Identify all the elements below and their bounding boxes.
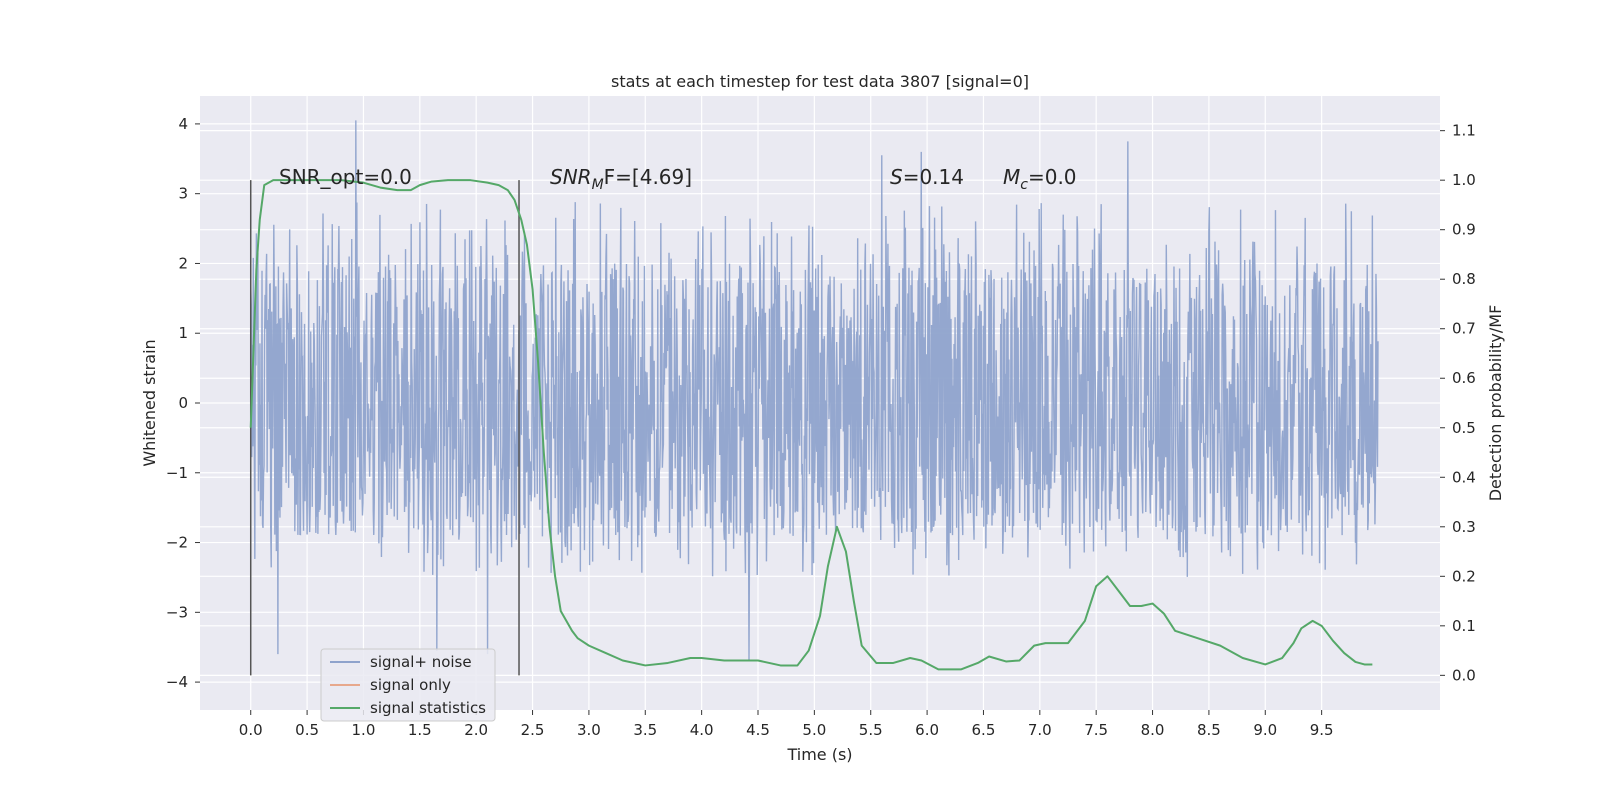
annotation-snr-mf-sub: M <box>592 177 604 193</box>
y2-tick-label: 0.5 <box>1452 419 1476 437</box>
y-tick-label: 1 <box>178 324 188 342</box>
y2-tick-label: 0.7 <box>1452 320 1476 338</box>
y-tick-label: 2 <box>178 254 188 272</box>
x-tick-label: 0.0 <box>239 721 263 739</box>
y-tick-label: −1 <box>166 464 188 482</box>
annotation-snr-mf: SNRMF=[4.69] <box>550 165 692 193</box>
y2-tick-label: 0.8 <box>1452 270 1476 288</box>
annotation-snr-opt: SNR_opt=0.0 <box>279 165 412 189</box>
legend-box <box>320 648 496 722</box>
x-tick-label: 7.0 <box>1028 721 1052 739</box>
legend-label-signal-only: signal only <box>370 676 451 694</box>
annotation-mc-rest: =0.0 <box>1028 165 1077 189</box>
x-tick-label: 7.5 <box>1084 721 1108 739</box>
x-tick-label: 1.0 <box>352 721 376 739</box>
legend-label-signal-statistics: signal statistics <box>370 699 486 717</box>
y-tick-label: 4 <box>178 115 188 133</box>
series-signal-noise <box>250 120 1379 662</box>
annotation-s: S=0.14 <box>890 165 964 189</box>
y-tick-label: −2 <box>166 534 188 552</box>
y-tick-label: 3 <box>178 185 188 203</box>
legend: signal+ noise signal only signal statist… <box>320 648 496 722</box>
y-tick-label: −4 <box>166 673 188 691</box>
annotation-mc-base: M <box>1003 165 1020 189</box>
y2-tick-label: 0.4 <box>1452 468 1476 486</box>
x-tick-label: 8.5 <box>1197 721 1221 739</box>
y2-tick-label: 1.0 <box>1452 171 1476 189</box>
y2-tick-label: 0.2 <box>1452 567 1476 585</box>
y2-tick-label: 0.3 <box>1452 518 1476 536</box>
x-tick-label: 2.0 <box>464 721 488 739</box>
y-axis-label: Whitened strain <box>140 339 159 466</box>
y2-tick-label: 0.0 <box>1452 666 1476 684</box>
x-tick-label: 4.0 <box>690 721 714 739</box>
y2-tick-label: 0.6 <box>1452 369 1476 387</box>
annotation-s-base: S <box>890 165 903 189</box>
annotation-snr-mf-base: SNR <box>550 165 592 189</box>
y2-tick-label: 1.1 <box>1452 122 1476 140</box>
y-tick-label: 0 <box>178 394 188 412</box>
chart-title: stats at each timestep for test data 380… <box>611 72 1029 91</box>
x-tick-label: 3.0 <box>577 721 601 739</box>
x-tick-label: 2.5 <box>521 721 545 739</box>
x-tick-label: 9.5 <box>1310 721 1334 739</box>
x-tick-label: 1.5 <box>408 721 432 739</box>
axis-ticks: 0.0 0.5 1.0 1.5 2.0 2.5 3.0 3.5 4.0 4.5 5.0 5.5 6.0 6… <box>166 115 1476 739</box>
series-signal-statistics <box>249 179 1373 671</box>
x-tick-label: 4.5 <box>746 721 770 739</box>
annotation-mc-sub: c <box>1020 177 1028 193</box>
y2-tick-label: 0.9 <box>1452 221 1476 239</box>
signal-noise-line <box>250 120 1379 662</box>
x-axis-label: Time (s) <box>786 745 852 764</box>
x-tick-label: 9.0 <box>1253 721 1277 739</box>
x-tick-label: 5.5 <box>859 721 883 739</box>
y-tick-label: −3 <box>166 603 188 621</box>
y2-tick-label: 0.1 <box>1452 617 1476 635</box>
signal-statistics-line <box>249 179 1373 671</box>
x-tick-label: 5.0 <box>802 721 826 739</box>
x-tick-label: 8.0 <box>1141 721 1165 739</box>
y2-axis-label: Detection probability/MF <box>1486 305 1505 502</box>
x-tick-label: 6.5 <box>972 721 996 739</box>
annotation-mc: Mc=0.0 <box>1003 165 1077 193</box>
legend-label-signal-noise: signal+ noise <box>370 653 472 671</box>
x-tick-label: 3.5 <box>633 721 657 739</box>
x-tick-label: 0.5 <box>295 721 319 739</box>
annotation-snr-mf-rest: F=[4.69] <box>604 165 692 189</box>
x-tick-label: 6.0 <box>915 721 939 739</box>
annotation-s-rest: =0.14 <box>903 165 964 189</box>
